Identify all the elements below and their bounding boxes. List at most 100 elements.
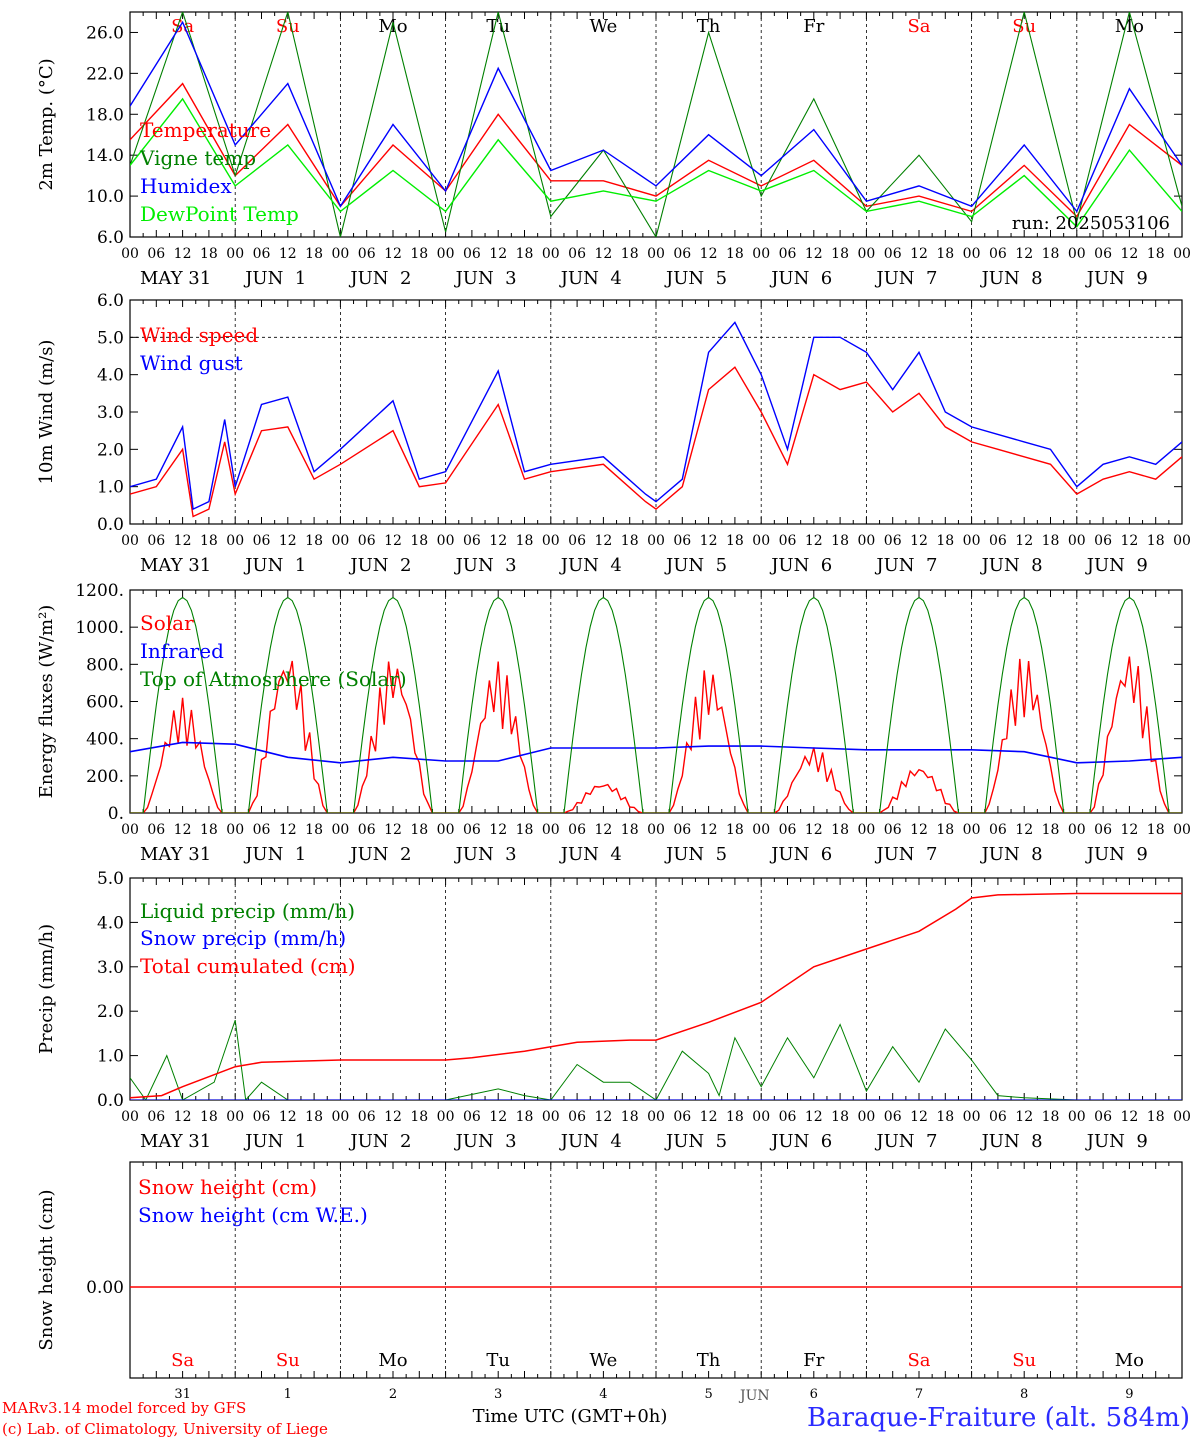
hour-tick-label: 12 [174, 533, 192, 549]
hour-tick-label: 06 [463, 246, 481, 262]
hour-tick-label: 18 [936, 1109, 954, 1125]
day-number: 6 [810, 1387, 818, 1402]
y-tick-label: 5.0 [97, 328, 124, 348]
date-label: JUN 8 [980, 1131, 1043, 1152]
hour-tick-label: 06 [147, 822, 165, 838]
y-tick-label: 6.0 [97, 291, 124, 311]
y-tick-label: 0.00 [86, 1278, 124, 1298]
series-line [130, 596, 1182, 813]
legend-entry: Temperature [140, 118, 271, 142]
date-label: JUN 5 [664, 1131, 727, 1152]
hour-tick-label: 06 [358, 533, 376, 549]
hour-tick-label: 18 [936, 246, 954, 262]
legend-entry: Total cumulated (cm) [140, 954, 356, 978]
hour-tick-label: 18 [621, 246, 639, 262]
hour-tick-label: 12 [910, 246, 928, 262]
hour-tick-label: 12 [805, 822, 823, 838]
y-tick-label: 1000. [75, 618, 124, 638]
hour-tick-label: 18 [305, 822, 323, 838]
y-tick-label: 0. [108, 804, 124, 824]
weekday-label: Tu [486, 16, 510, 37]
legend-entry: Wind gust [140, 351, 243, 375]
date-label: JUN 8 [980, 268, 1043, 289]
hour-tick-label: 12 [1120, 533, 1138, 549]
hour-tick-label: 12 [700, 246, 718, 262]
hour-tick-label: 18 [200, 533, 218, 549]
day-number: 1 [284, 1387, 292, 1402]
hour-tick-label: 00 [647, 533, 665, 549]
hour-tick-label: 00 [542, 1109, 560, 1125]
hour-tick-label: 06 [1094, 1109, 1112, 1125]
date-label: JUN 1 [243, 1131, 306, 1152]
day-number: 31 [174, 1387, 191, 1402]
hour-tick-label: 06 [884, 1109, 902, 1125]
date-label: JUN 4 [559, 555, 622, 576]
hour-tick-label: 00 [437, 822, 455, 838]
hour-tick-label: 06 [884, 246, 902, 262]
y-tick-label: 800. [86, 655, 124, 675]
hour-tick-label: 00 [752, 533, 770, 549]
hour-tick-label: 00 [1068, 246, 1086, 262]
y-tick-label: 2.0 [97, 440, 124, 460]
hour-tick-label: 12 [279, 1109, 297, 1125]
hour-tick-label: 06 [463, 822, 481, 838]
hour-tick-label: 06 [1094, 822, 1112, 838]
hour-tick-label: 12 [594, 246, 612, 262]
hour-tick-label: 00 [121, 533, 139, 549]
weekday-label: Su [1012, 16, 1036, 37]
hour-tick-label: 00 [542, 246, 560, 262]
hour-tick-label: 00 [331, 533, 349, 549]
date-label: JUN 3 [454, 844, 517, 865]
legend-entry: Humidex [140, 174, 232, 198]
hour-tick-label: 00 [647, 246, 665, 262]
hour-tick-label: 06 [779, 533, 797, 549]
hour-tick-label: 18 [305, 533, 323, 549]
hour-tick-label: 18 [936, 822, 954, 838]
hour-tick-label: 00 [331, 1109, 349, 1125]
y-tick-label: 14.0 [86, 146, 124, 166]
weekday-label: We [590, 16, 618, 37]
hour-tick-label: 12 [1015, 246, 1033, 262]
hour-tick-label: 18 [1147, 1109, 1165, 1125]
date-label: JUN 7 [874, 1131, 937, 1152]
hour-tick-label: 00 [857, 1109, 875, 1125]
day-number: 5 [704, 1387, 712, 1402]
series-line [130, 20, 1182, 213]
date-label: JUN 7 [874, 555, 937, 576]
legend-entry: Solar [140, 611, 194, 635]
hour-tick-label: 12 [700, 822, 718, 838]
y-tick-label: 0.0 [97, 1091, 124, 1111]
hour-tick-label: 00 [963, 822, 981, 838]
hour-tick-label: 00 [226, 246, 244, 262]
hour-tick-label: 00 [1173, 246, 1191, 262]
hour-tick-label: 00 [963, 1109, 981, 1125]
y-axis-label: 10m Wind (m/s) [36, 340, 57, 485]
date-label: JUN 1 [243, 844, 306, 865]
hour-tick-label: 18 [831, 533, 849, 549]
hour-tick-label: 00 [857, 246, 875, 262]
hour-tick-label: 06 [673, 1109, 691, 1125]
day-number: 9 [1125, 1387, 1133, 1402]
series-line [130, 656, 1182, 813]
hour-tick-label: 18 [726, 822, 744, 838]
overlap-label: JUN [738, 1388, 770, 1404]
date-label: JUN 9 [1085, 555, 1148, 576]
weekday-label: Su [1012, 1350, 1036, 1371]
hour-tick-label: 12 [805, 1109, 823, 1125]
hour-tick-label: 06 [568, 246, 586, 262]
weekday-label: Su [276, 16, 300, 37]
hour-tick-label: 06 [568, 1109, 586, 1125]
hour-tick-label: 12 [910, 1109, 928, 1125]
date-label: MAY 31 [140, 555, 211, 576]
series-line [130, 321, 1182, 511]
hour-tick-label: 00 [1173, 822, 1191, 838]
hour-tick-label: 12 [594, 822, 612, 838]
hour-tick-label: 18 [936, 533, 954, 549]
date-label: JUN 6 [769, 1131, 832, 1152]
weekday-label: Mo [1115, 1350, 1144, 1371]
series-line [130, 892, 1182, 1099]
hour-tick-label: 06 [253, 533, 271, 549]
series-group [130, 12, 1182, 237]
y-tick-label: 26.0 [86, 23, 124, 43]
